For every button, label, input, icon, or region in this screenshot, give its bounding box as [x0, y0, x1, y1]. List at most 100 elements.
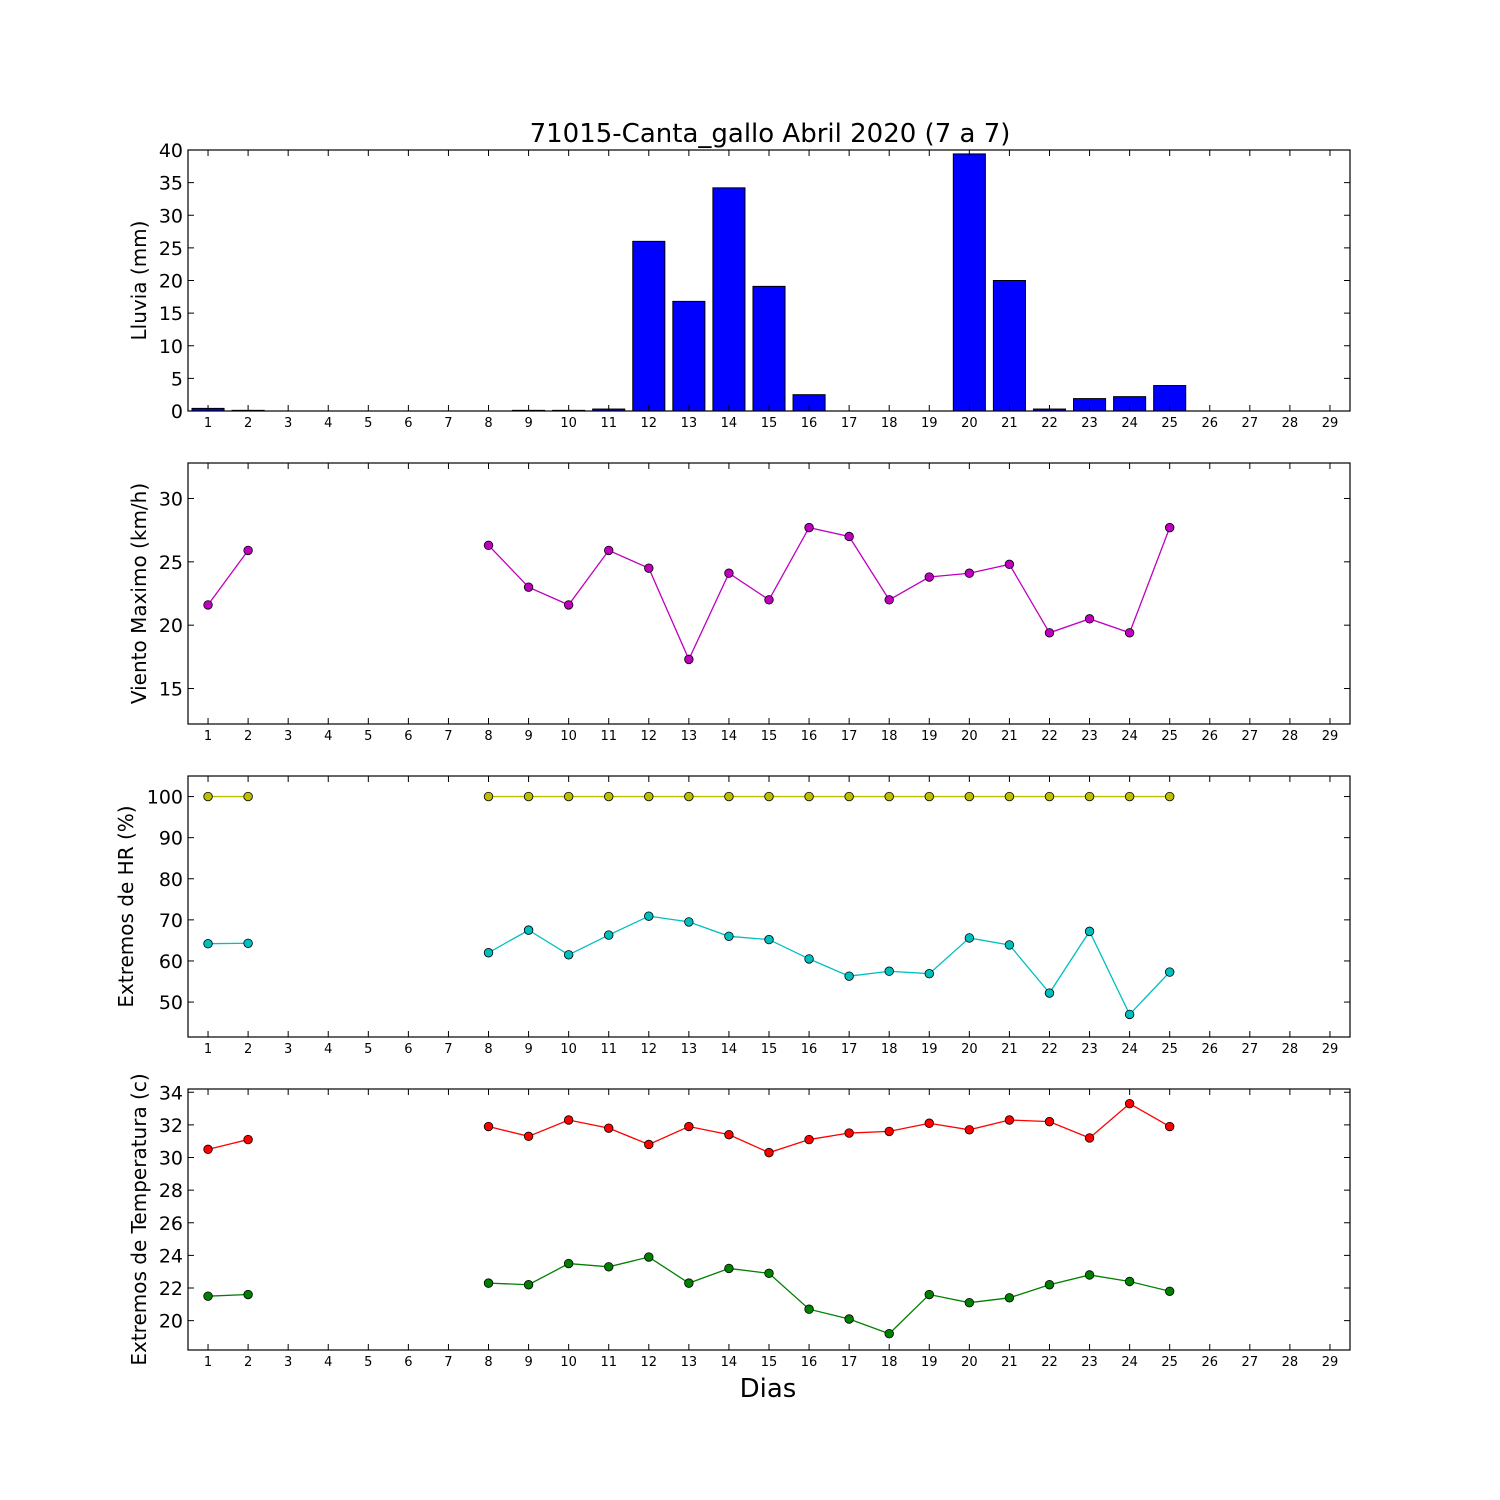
x-tick-label: 1	[204, 416, 212, 431]
series-0	[203, 791, 1175, 802]
data-point-day-25	[1164, 1121, 1175, 1132]
x-tick-label: 1	[204, 1355, 212, 1370]
y-tick-label: 30	[159, 488, 183, 510]
data-point-day-22	[1044, 628, 1055, 638]
data-point-day-2	[243, 1134, 253, 1145]
x-tick-label: 16	[801, 729, 818, 744]
data-point-day-9	[523, 582, 534, 592]
y-tick-label: 70	[159, 910, 183, 932]
data-point-day-8	[483, 791, 494, 802]
y-tick-label: 25	[159, 238, 183, 260]
series-line	[488, 526, 1171, 661]
y-tick-label: 34	[159, 1082, 183, 1104]
data-point-day-17	[844, 971, 854, 981]
data-point-day-23	[1084, 926, 1095, 937]
data-point-day-9	[523, 1131, 534, 1142]
x-tick-label: 16	[801, 1042, 818, 1057]
x-tick-label: 28	[1282, 1042, 1299, 1057]
x-tick-label: 21	[1001, 729, 1018, 744]
x-tick-label: 4	[324, 1355, 332, 1370]
x-tick-label: 4	[324, 1042, 332, 1057]
y-axis-label: Viento Maximo (km/h)	[127, 483, 151, 704]
data-point-day-10	[563, 600, 574, 610]
x-tick-label: 14	[721, 729, 738, 744]
x-tick-label: 7	[444, 416, 452, 431]
data-point-day-20	[964, 791, 975, 802]
data-point-day-1	[203, 1144, 213, 1155]
x-tick-label: 22	[1041, 1355, 1058, 1370]
data-point-day-2	[243, 938, 253, 948]
x-tick-label: 27	[1242, 416, 1259, 431]
data-point-day-19	[924, 572, 934, 582]
y-axis-label: Extremos de HR (%)	[114, 805, 138, 1007]
x-tick-label: 19	[921, 416, 938, 431]
x-tick-label: 25	[1161, 416, 1178, 431]
x-tick-label: 14	[721, 416, 738, 431]
x-tick-label: 19	[921, 729, 938, 744]
data-point-day-25	[1164, 522, 1175, 533]
y-tick-label: 25	[159, 552, 183, 574]
x-tick-label: 18	[881, 1355, 898, 1370]
y-tick-label: 15	[159, 303, 183, 325]
x-tick-label: 15	[761, 1355, 778, 1370]
data-point-day-9	[523, 1280, 534, 1290]
series-line	[207, 550, 249, 606]
subplot-lluvia: 1 2 3 4 5 6 7 8 9 10 11 12 13 14 15 16 17 18 19 20 21 22 23 24 2…	[127, 140, 1351, 431]
series-line	[488, 915, 1171, 1016]
data-point-day-12	[644, 1252, 654, 1262]
x-tick-label: 7	[444, 729, 452, 744]
x-tick-label: 14	[721, 1042, 738, 1057]
y-tick-label: 32	[159, 1115, 183, 1137]
data-point-day-13	[684, 1121, 694, 1132]
x-tick-label: 10	[560, 729, 577, 744]
data-point-day-21	[1004, 791, 1015, 802]
x-tick-label: 2	[244, 729, 252, 744]
x-tick-label: 12	[641, 1355, 658, 1370]
data-point-day-24	[1124, 1276, 1135, 1287]
data-point-day-23	[1084, 614, 1095, 624]
x-tick-label: 22	[1041, 1042, 1058, 1057]
series-1	[203, 911, 1175, 1020]
x-tick-label: 3	[284, 416, 292, 431]
x-tick-label: 9	[524, 1042, 532, 1057]
y-tick-label: 30	[159, 1148, 183, 1170]
data-point-day-1	[203, 938, 213, 949]
y-tick-label: 90	[159, 828, 183, 850]
bar-day-13	[672, 300, 706, 412]
y-tick-label: 60	[159, 951, 183, 973]
x-tick-label: 12	[641, 416, 658, 431]
x-tick-label: 14	[721, 1355, 738, 1370]
data-point-day-24	[1124, 1009, 1135, 1020]
x-tick-label: 2	[244, 416, 252, 431]
data-point-day-23	[1084, 1270, 1095, 1280]
series-0	[203, 522, 1175, 665]
data-point-day-14	[724, 931, 734, 941]
y-tick-label: 5	[171, 368, 183, 390]
y-tick-label: 20	[159, 1311, 183, 1333]
x-tick-label: 24	[1121, 1042, 1138, 1057]
x-tick-label: 26	[1201, 416, 1218, 431]
data-point-day-15	[764, 791, 774, 802]
data-point-day-1	[203, 600, 213, 610]
data-point-day-15	[764, 1268, 774, 1279]
y-tick-label: 22	[159, 1278, 183, 1300]
x-axis-label: Dias	[740, 1374, 797, 1404]
x-tick-label: 5	[364, 729, 372, 744]
y-axis-label: Lluvia (mm)	[127, 221, 151, 341]
data-point-day-14	[724, 1263, 734, 1274]
data-point-day-16	[804, 1134, 814, 1145]
x-tick-label: 6	[404, 729, 412, 744]
x-tick-label: 11	[600, 416, 617, 431]
bar-day-12	[632, 240, 666, 412]
data-point-day-1	[203, 1291, 213, 1301]
x-tick-label: 27	[1242, 1355, 1259, 1370]
data-point-day-20	[964, 1297, 975, 1308]
x-tick-label: 10	[560, 416, 577, 431]
data-point-day-11	[604, 1123, 614, 1133]
data-point-day-13	[684, 791, 694, 802]
y-tick-label: 20	[159, 615, 183, 637]
x-tick-label: 15	[761, 1042, 778, 1057]
x-tick-label: 25	[1161, 1042, 1178, 1057]
y-tick-label: 20	[159, 271, 183, 293]
x-tick-label: 16	[801, 1355, 818, 1370]
